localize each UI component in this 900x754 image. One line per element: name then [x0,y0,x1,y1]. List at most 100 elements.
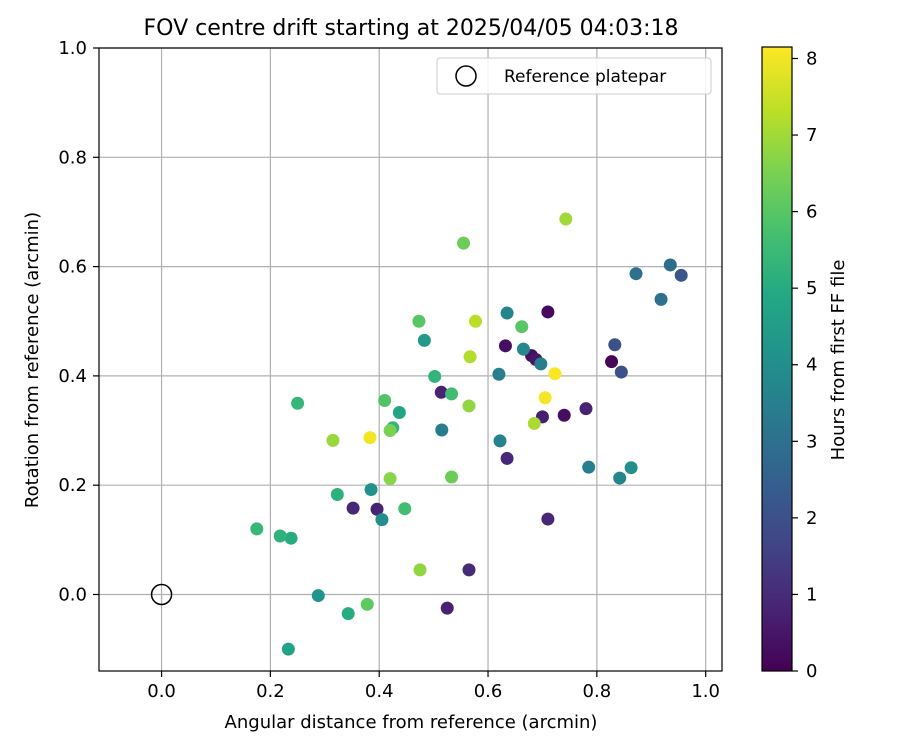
scatter-point [440,601,454,615]
x-tick-label: 0.0 [147,681,176,702]
reference-marker-layer [150,583,173,606]
scatter-point [417,333,431,347]
y-tick-label: 1.0 [58,38,87,59]
legend-label-reference: Reference platepar [504,67,666,87]
scatter-point [579,402,593,416]
scatter-point [548,367,562,381]
scatter-point [291,396,305,410]
legend: Reference platepar [436,57,712,95]
scatter-point [457,236,471,250]
scatter-point [383,472,397,486]
scatter-point [541,512,555,526]
colorbar-tick-label: 0 [806,661,817,682]
x-tick-label: 0.8 [583,681,612,702]
scatter-point [582,460,596,474]
scatter-point [341,607,355,621]
legend-marker-reference [455,65,477,87]
colorbar-tick-label: 6 [806,202,817,223]
scatter-point [515,320,529,334]
y-axis-ticks: 0.0 0.2 0.4 0.6 0.8 1.0 [58,38,99,605]
plot-frame [98,47,723,672]
scatter-point [608,338,622,352]
scatter-point [434,385,448,399]
scatter-point [500,451,514,465]
colorbar-label: Hours from first FF file [828,260,849,461]
scatter-point [383,424,397,438]
grid-lines [99,47,722,671]
scatter-point [462,563,476,577]
scatter-point [250,522,264,536]
x-tick-label: 0.4 [365,681,394,702]
x-tick-label: 1.0 [691,681,720,702]
y-tick-label: 0.8 [58,147,87,168]
scatter-point [614,365,628,379]
scatter-point [364,483,378,497]
scatter-point [311,589,325,603]
x-tick-label: 0.2 [256,681,285,702]
reference-platepar-marker [150,583,173,606]
colorbar-tick-label: 4 [806,355,817,376]
scatter-point [346,501,360,515]
scatter-point [654,292,668,306]
scatter-point [463,350,477,364]
colorbar-tick-label: 5 [806,278,817,299]
scatter-point [370,502,384,516]
scatter-point [445,470,459,484]
scatter-point [613,471,627,485]
scatter-point [378,393,392,407]
scatter-point [674,268,688,282]
scatter-point [498,339,512,353]
x-axis-label: Angular distance from reference (arcmin) [225,712,598,733]
scatter-point [462,399,476,413]
scatter-point [629,267,643,281]
scatter-point [273,529,287,543]
colorbar-gradient [761,46,793,672]
scatter-point [398,502,412,516]
scatter-point [605,355,619,369]
scatter-point [663,258,677,272]
scatter-point [492,367,506,381]
scatter-point [413,563,427,577]
scatter-point [559,212,573,226]
colorbar-tick-label: 1 [806,584,817,605]
scatter-point [435,423,449,437]
scatter-point [541,305,555,319]
chart-title: FOV centre drift starting at 2025/04/05 … [144,16,679,41]
x-tick-label: 0.6 [474,681,503,702]
scatter-point [516,342,530,356]
y-tick-label: 0.2 [58,475,87,496]
scatter-point [412,314,426,328]
scatter-point [445,387,459,401]
scatter-point [363,431,377,445]
scatter-point [360,597,374,611]
x-axis-ticks: 0.0 0.2 0.4 0.6 0.8 1.0 [147,671,720,702]
scatter-point [428,369,442,383]
scatter-point [557,408,571,422]
y-tick-label: 0.0 [58,584,87,605]
scatter-point [326,433,340,447]
scatter-point [392,406,406,420]
colorbar-tick-label: 3 [806,431,817,452]
y-tick-label: 0.6 [58,257,87,278]
scatter-point [500,306,514,320]
scatter-point [375,513,389,527]
scatter-point [493,434,507,448]
scatter-point [284,531,298,545]
scatter-point [534,357,548,371]
colorbar-ticks: 0 1 2 3 4 5 6 7 8 [792,48,817,682]
legend-box [436,57,712,95]
scatter-point [527,416,541,430]
y-axis-label: Rotation from reference (arcmin) [22,212,43,508]
colorbar: 0 1 2 3 4 5 6 7 8 Hours from first FF file [761,46,849,682]
data-points [250,212,688,656]
scatter-point [624,461,638,475]
colorbar-tick-label: 2 [806,508,817,529]
scatter-point [281,642,295,656]
scatter-point [469,314,483,328]
scatter-point [538,391,552,405]
y-tick-label: 0.4 [58,366,87,387]
colorbar-tick-label: 7 [806,125,817,146]
colorbar-tick-label: 8 [806,48,817,69]
scatter-point [330,487,344,501]
